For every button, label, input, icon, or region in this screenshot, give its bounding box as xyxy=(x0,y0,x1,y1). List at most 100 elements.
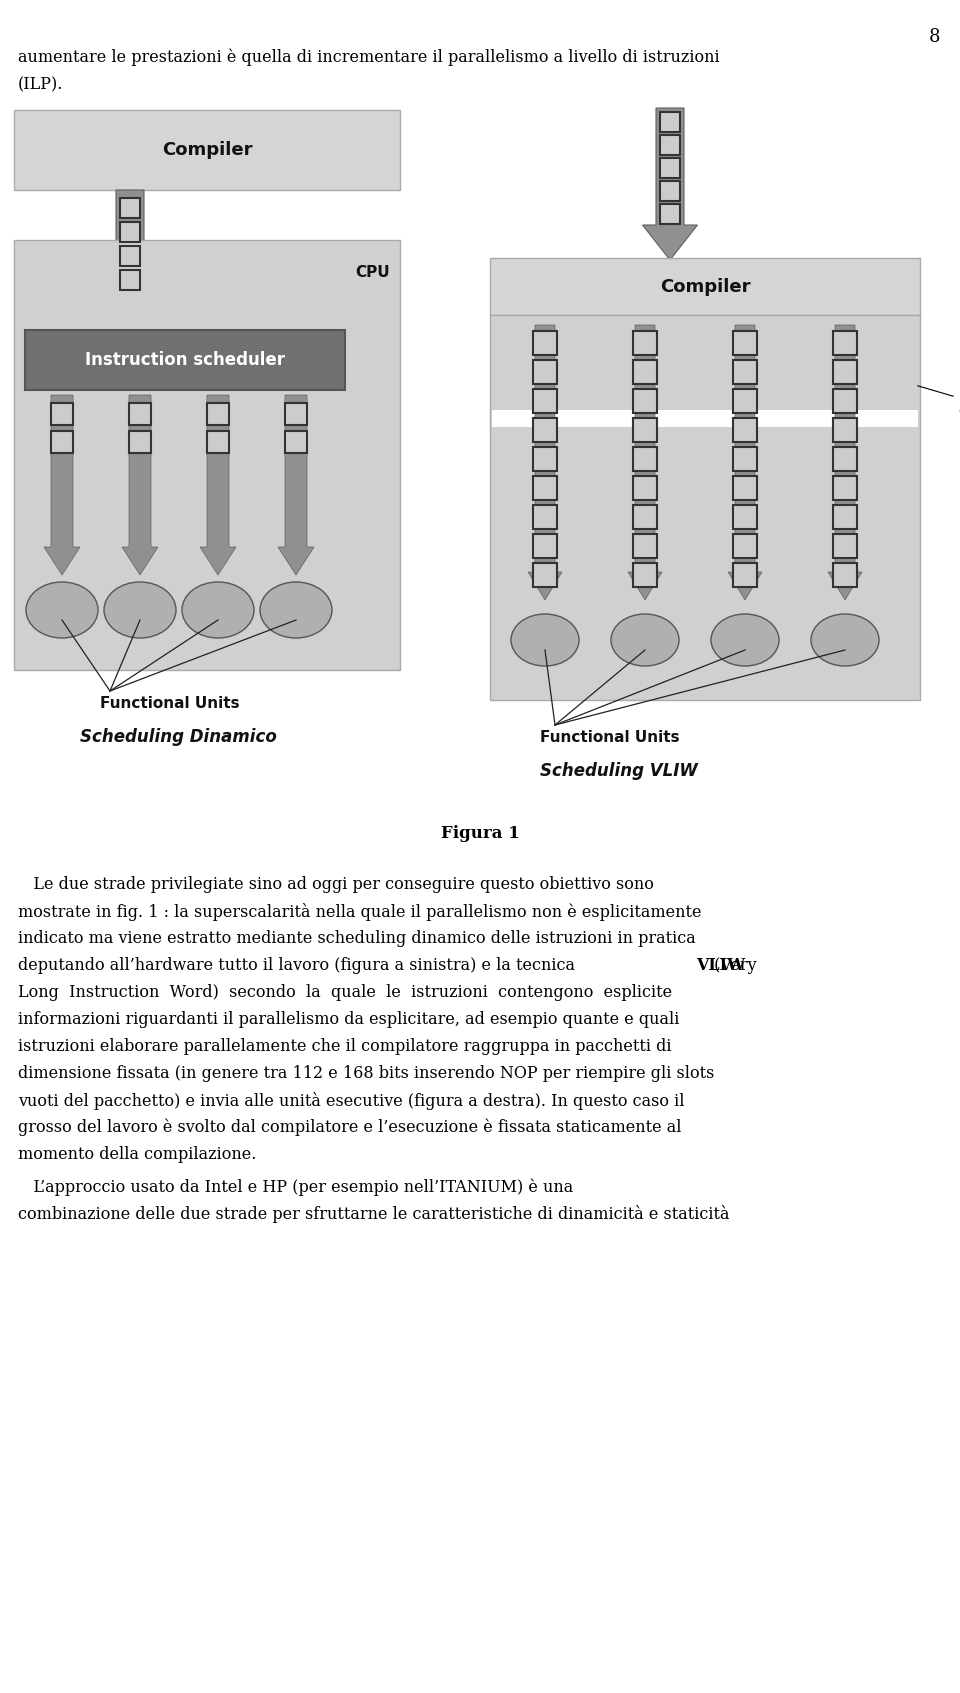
Text: deputando all’hardware tutto il lavoro (figura a sinistra) e la tecnica: deputando all’hardware tutto il lavoro (… xyxy=(18,957,580,973)
Ellipse shape xyxy=(26,582,98,638)
Ellipse shape xyxy=(811,615,879,665)
Text: Instruction scheduler: Instruction scheduler xyxy=(85,350,285,369)
Bar xyxy=(633,533,657,559)
Text: Figura 1: Figura 1 xyxy=(441,824,519,841)
Ellipse shape xyxy=(182,582,254,638)
Bar xyxy=(633,418,657,442)
Bar xyxy=(207,432,229,454)
Bar xyxy=(660,181,680,201)
Bar xyxy=(533,505,557,528)
Bar xyxy=(833,418,857,442)
FancyArrow shape xyxy=(200,394,236,576)
Ellipse shape xyxy=(511,615,579,665)
Bar xyxy=(733,564,757,587)
Ellipse shape xyxy=(611,615,679,665)
Text: istruzioni elaborare parallelamente che il compilatore raggruppa in pacchetti di: istruzioni elaborare parallelamente che … xyxy=(18,1038,671,1055)
Bar xyxy=(533,418,557,442)
Bar xyxy=(633,476,657,499)
Bar xyxy=(51,403,73,425)
Text: (ILP).: (ILP). xyxy=(18,76,63,93)
Bar xyxy=(833,564,857,587)
Bar xyxy=(14,110,400,190)
Bar xyxy=(733,418,757,442)
Bar xyxy=(633,447,657,471)
Bar xyxy=(833,361,857,384)
Bar xyxy=(120,222,140,242)
FancyArrow shape xyxy=(103,190,157,318)
Text: VLIW: VLIW xyxy=(696,957,745,973)
Bar xyxy=(533,564,557,587)
Bar xyxy=(733,332,757,356)
Bar xyxy=(285,403,307,425)
Text: Functional Units: Functional Units xyxy=(100,696,240,711)
Bar xyxy=(490,315,920,699)
Bar xyxy=(833,447,857,471)
Text: aumentare le prestazioni è quella di incrementare il parallelismo a livello di i: aumentare le prestazioni è quella di inc… xyxy=(18,47,720,66)
Ellipse shape xyxy=(260,582,332,638)
FancyArrow shape xyxy=(628,325,662,599)
Text: VLIW: VLIW xyxy=(696,957,745,973)
Text: Scheduling Dinamico: Scheduling Dinamico xyxy=(80,728,276,747)
Text: Compiler: Compiler xyxy=(660,278,751,296)
Text: indicato ma viene estratto mediante scheduling dinamico delle istruzioni in prat: indicato ma viene estratto mediante sche… xyxy=(18,929,696,946)
Bar xyxy=(25,330,345,389)
Text: informazioni riguardanti il parallelismo da esplicitare, ad esempio quante e qua: informazioni riguardanti il parallelismo… xyxy=(18,1011,680,1028)
Bar xyxy=(533,332,557,356)
Text: (Very: (Very xyxy=(708,957,756,973)
Bar xyxy=(207,403,229,425)
Bar xyxy=(129,403,151,425)
Bar xyxy=(633,361,657,384)
FancyArrow shape xyxy=(528,325,562,599)
Bar xyxy=(833,389,857,413)
Text: Functional Units: Functional Units xyxy=(540,730,680,745)
Text: combinazione delle due strade per sfruttarne le caratteristiche di dinamicità e : combinazione delle due strade per sfrutt… xyxy=(18,1205,730,1222)
Bar xyxy=(833,533,857,559)
Text: momento della compilazione.: momento della compilazione. xyxy=(18,1146,256,1163)
Text: vuoti del pacchetto) e invia alle unità esecutive (figura a destra). In questo c: vuoti del pacchetto) e invia alle unità … xyxy=(18,1092,684,1111)
Bar xyxy=(120,198,140,218)
Bar xyxy=(660,135,680,156)
Bar xyxy=(492,410,918,427)
Text: CPU: CPU xyxy=(355,266,390,279)
Bar xyxy=(660,112,680,132)
Text: mostrate in fig. 1 : la superscalarità nella quale il parallelismo non è esplici: mostrate in fig. 1 : la superscalarità n… xyxy=(18,902,702,921)
Text: Le due strade privilegiate sino ad oggi per conseguire questo obiettivo sono: Le due strade privilegiate sino ad oggi … xyxy=(18,875,654,892)
FancyArrow shape xyxy=(122,394,158,576)
Bar xyxy=(533,476,557,499)
Bar xyxy=(733,447,757,471)
Bar xyxy=(285,432,307,454)
FancyArrow shape xyxy=(642,108,698,261)
Bar xyxy=(833,332,857,356)
Bar xyxy=(533,389,557,413)
Bar xyxy=(660,203,680,223)
Bar xyxy=(660,157,680,178)
Text: CPU: CPU xyxy=(958,405,960,420)
Ellipse shape xyxy=(104,582,176,638)
Bar xyxy=(633,505,657,528)
Text: L’approccio usato da Intel e HP (per esempio nell’ITANIUM) è una: L’approccio usato da Intel e HP (per ese… xyxy=(18,1178,573,1195)
Bar xyxy=(833,505,857,528)
Bar xyxy=(733,533,757,559)
Text: Long  Instruction  Word)  secondo  la  quale  le  istruzioni  contengono  esplic: Long Instruction Word) secondo la quale … xyxy=(18,984,672,1001)
Bar xyxy=(14,240,400,670)
Bar xyxy=(733,476,757,499)
Bar xyxy=(533,361,557,384)
Bar xyxy=(490,257,920,315)
Bar xyxy=(633,389,657,413)
FancyArrow shape xyxy=(278,394,314,576)
Bar xyxy=(633,332,657,356)
Bar xyxy=(833,476,857,499)
Bar xyxy=(120,269,140,290)
Text: Scheduling VLIW: Scheduling VLIW xyxy=(540,762,698,780)
Text: grosso del lavoro è svolto dal compilatore e l’esecuzione è fissata staticamente: grosso del lavoro è svolto dal compilato… xyxy=(18,1119,682,1136)
Bar xyxy=(733,361,757,384)
Bar xyxy=(733,389,757,413)
Text: Compiler: Compiler xyxy=(161,141,252,159)
Text: dimensione fissata (in genere tra 112 e 168 bits inserendo NOP per riempire gli : dimensione fissata (in genere tra 112 e … xyxy=(18,1065,714,1082)
Bar xyxy=(533,533,557,559)
Bar xyxy=(533,447,557,471)
Bar xyxy=(633,564,657,587)
Ellipse shape xyxy=(711,615,779,665)
Text: deputando all’hardware tutto il lavoro (figura a sinistra) e la tecnica: deputando all’hardware tutto il lavoro (… xyxy=(18,957,580,973)
Bar xyxy=(120,245,140,266)
